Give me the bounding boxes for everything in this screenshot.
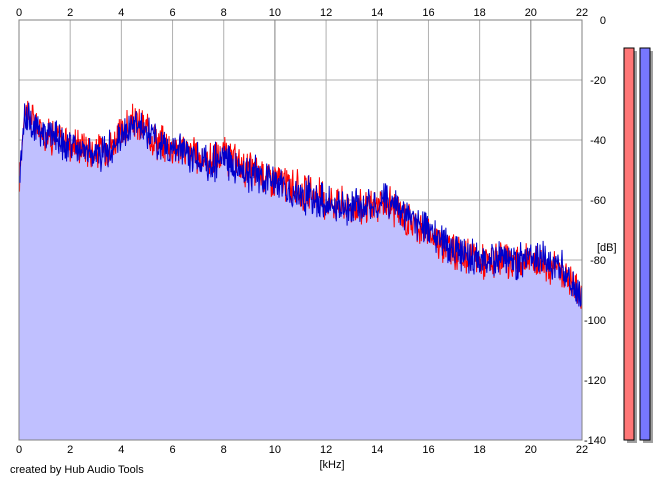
y-tick-label: -80 — [590, 255, 606, 267]
x-tick-label-top: 20 — [525, 7, 537, 19]
x-tick-label-top: 14 — [371, 7, 383, 19]
x-tick-label-bottom: 0 — [16, 444, 22, 456]
x-tick-label-top: 6 — [169, 7, 175, 19]
y-axis-label: [dB] — [597, 242, 617, 254]
x-tick-label-top: 12 — [320, 7, 332, 19]
x-tick-label-bottom: 12 — [320, 444, 332, 456]
y-tick-label: -60 — [590, 195, 606, 207]
level-meter-bar — [639, 47, 651, 441]
x-tick-label-bottom: 10 — [269, 444, 281, 456]
credit-text: created by Hub Audio Tools — [10, 464, 144, 476]
spectrum-area — [19, 100, 582, 441]
x-ticks-top: 0 2 4 6 8 10 12 14 16 18 20 22 — [16, 7, 588, 19]
plot-frame — [18, 19, 583, 441]
x-tick-label-top: 8 — [221, 7, 227, 19]
series-line-0 — [18, 100, 583, 309]
y-tick-label: -40 — [590, 135, 606, 147]
x-tick-label-bottom: 16 — [422, 444, 434, 456]
x-tick-label-bottom: 2 — [67, 444, 73, 456]
x-tick-label-top: 0 — [16, 7, 22, 19]
y-tick-label: -140 — [584, 435, 606, 447]
y-tick-label: -100 — [584, 315, 606, 327]
y-tick-label: -120 — [584, 375, 606, 387]
spectrum-fill — [19, 100, 582, 441]
y-tick-label: -20 — [590, 75, 606, 87]
spectrum-lines — [18, 100, 583, 309]
series-line-1 — [18, 102, 583, 307]
x-tick-label-bottom: 18 — [474, 444, 486, 456]
x-tick-label-top: 16 — [422, 7, 434, 19]
x-tick-label-top: 18 — [474, 7, 486, 19]
x-tick-label-top: 4 — [118, 7, 124, 19]
x-tick-label-top: 2 — [67, 7, 73, 19]
x-axis-label: [kHz] — [319, 459, 344, 471]
x-tick-label-top: 10 — [269, 7, 281, 19]
x-ticks-bottom: 0 2 4 6 8 10 12 14 16 18 20 22 — [16, 444, 588, 456]
level-meters — [623, 47, 653, 443]
x-tick-label-bottom: 6 — [169, 444, 175, 456]
y-ticks: 0 -20 -40 -60 -80 -100 -120 -140 — [584, 15, 606, 447]
x-tick-label-bottom: 20 — [525, 444, 537, 456]
x-tick-label-bottom: 22 — [576, 444, 588, 456]
y-tick-label: 0 — [600, 15, 606, 27]
x-tick-label-bottom: 8 — [221, 444, 227, 456]
x-tick-label-bottom: 4 — [118, 444, 124, 456]
x-tick-label-top: 22 — [576, 7, 588, 19]
level-meter-bar — [623, 47, 635, 441]
x-tick-label-bottom: 14 — [371, 444, 383, 456]
